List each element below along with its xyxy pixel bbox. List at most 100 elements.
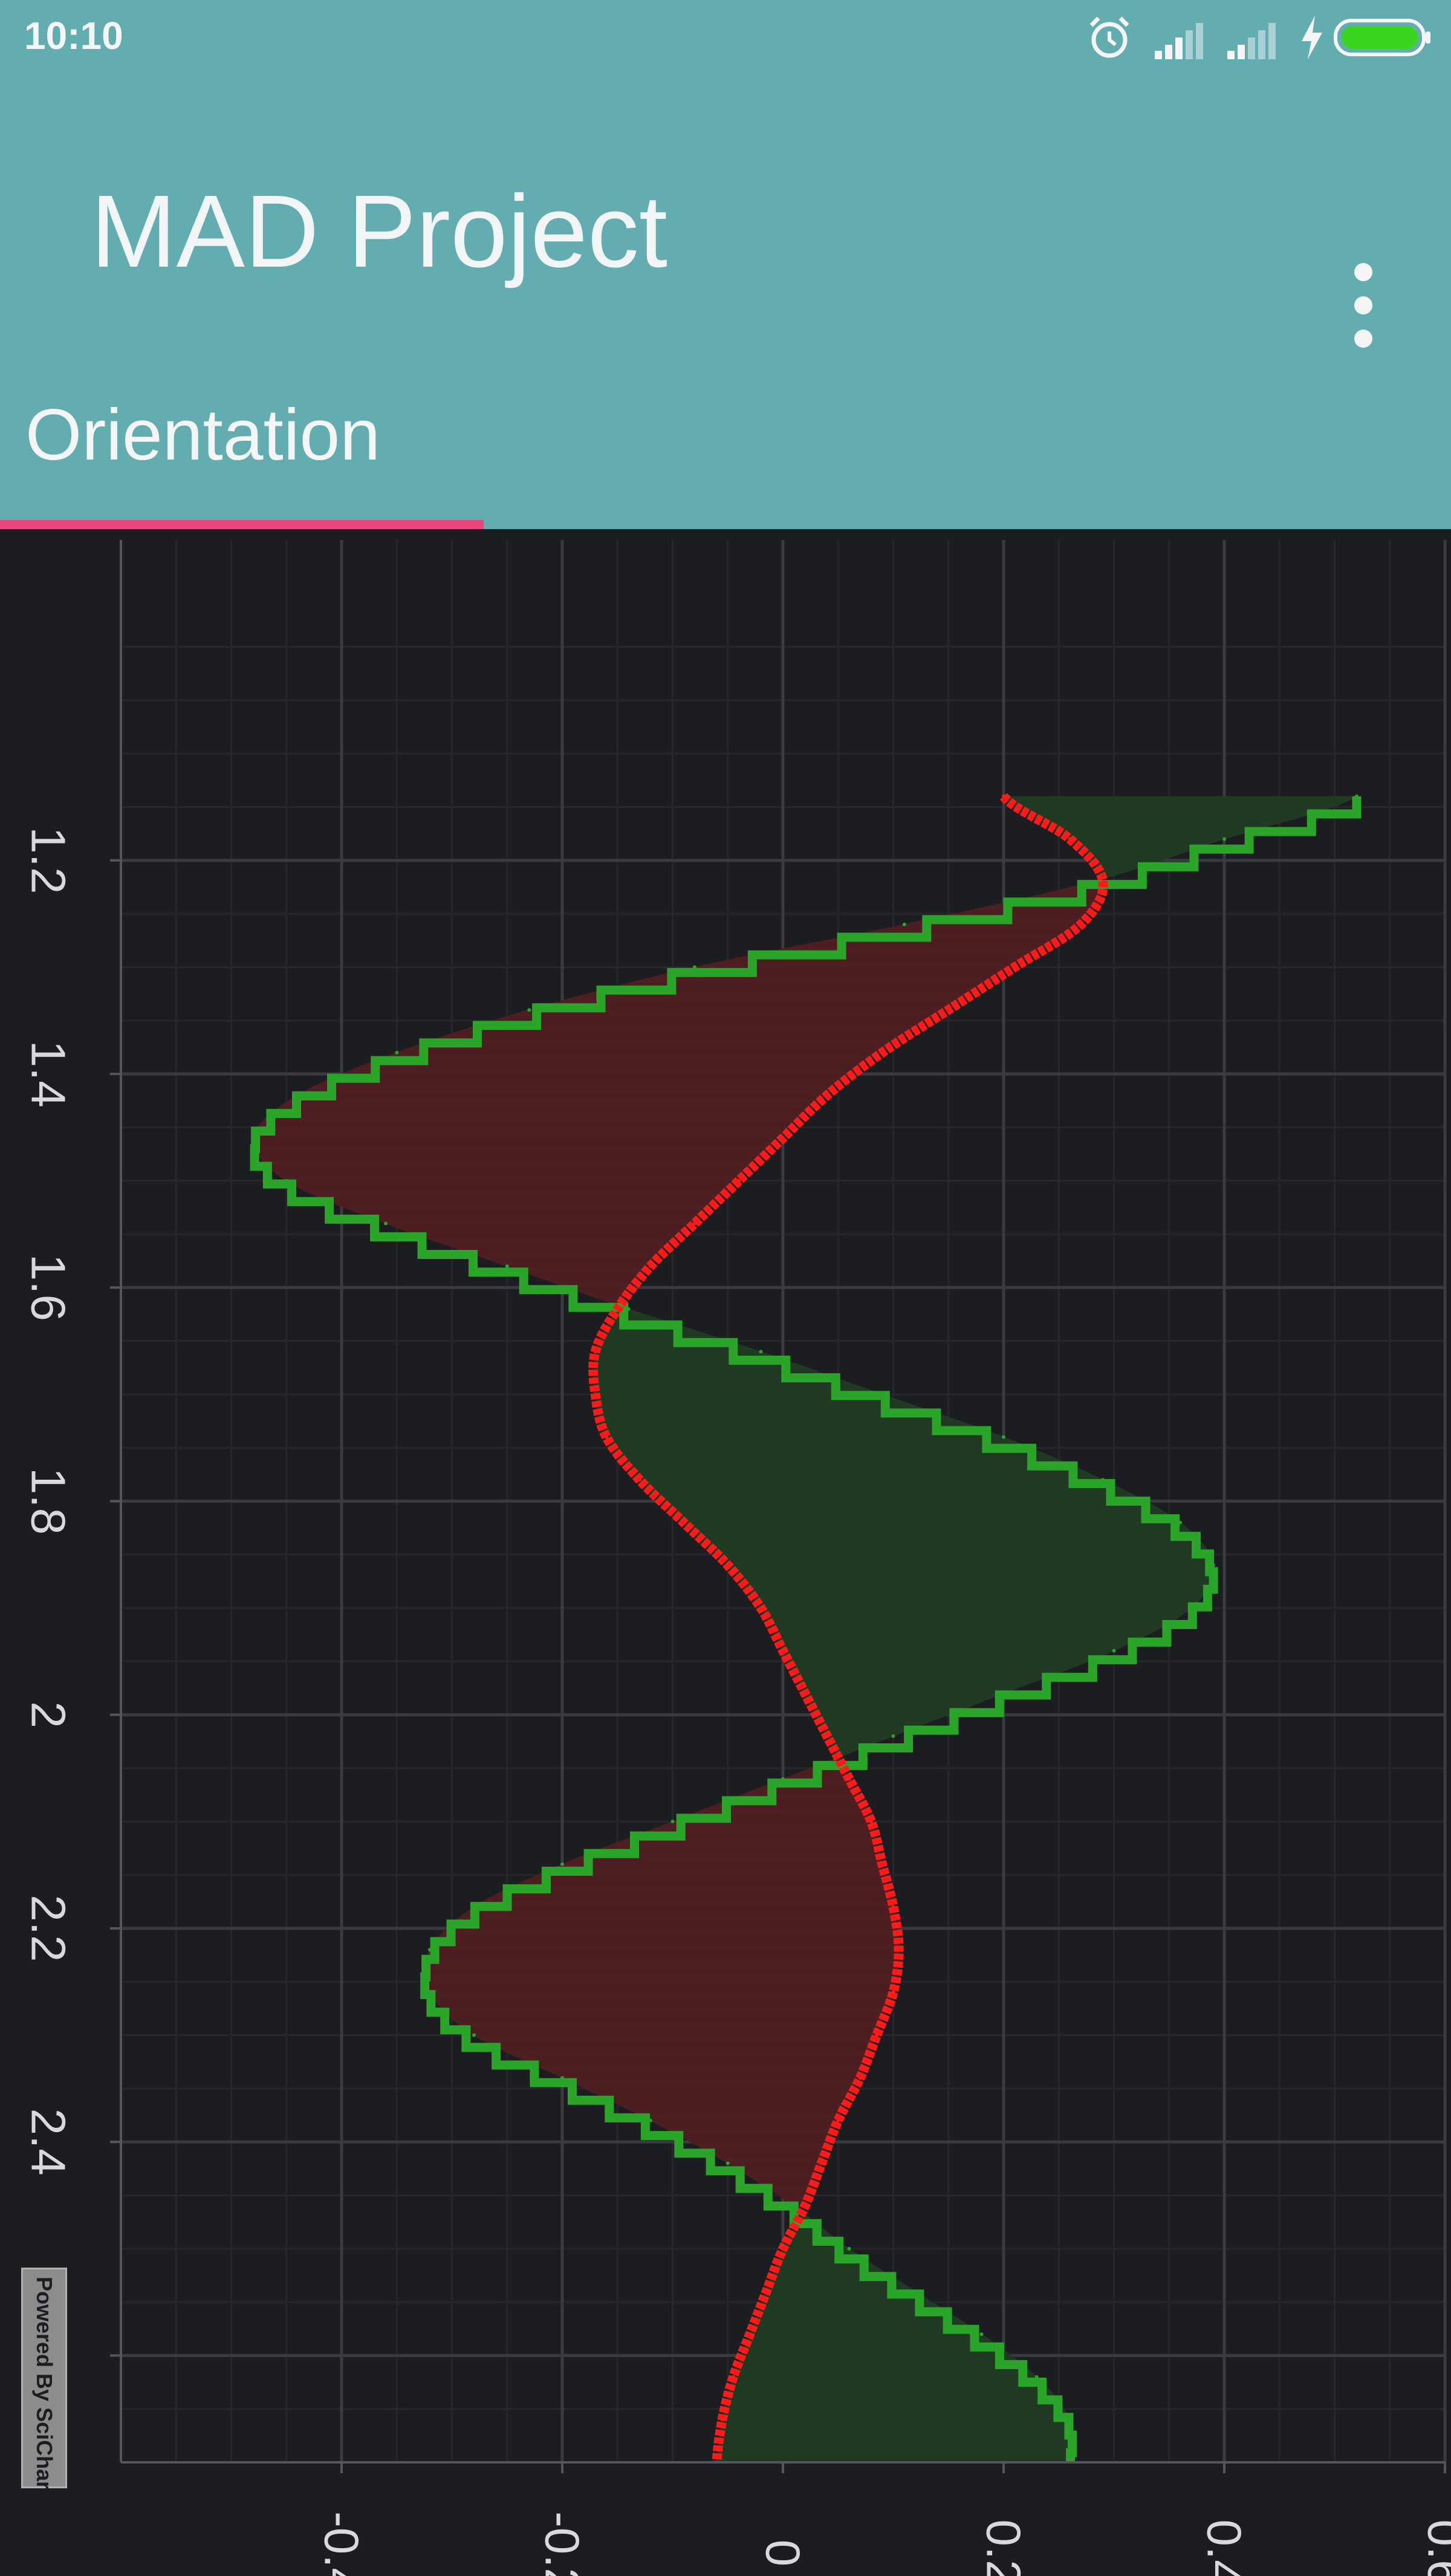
scichart-watermark: Powered By SciChart: [21, 2268, 67, 2497]
green-data-point: [693, 965, 696, 969]
green-data-point: [560, 1862, 564, 1866]
red-data-point: [858, 2076, 862, 2080]
green-data-point: [792, 2204, 796, 2208]
x-tick-label: 2: [22, 1701, 76, 1728]
red-series-line: [588, 793, 1108, 2462]
red-data-point: [880, 1050, 885, 1055]
red-data-point: [731, 2375, 735, 2379]
x-tick-label: 1.8: [22, 1468, 76, 1535]
red-data-point: [875, 2033, 879, 2037]
status-bar: 10:10: [0, 0, 1451, 76]
status-time: 10:10: [24, 14, 123, 57]
red-data-point: [803, 2204, 807, 2208]
red-data-point: [819, 2161, 823, 2165]
green-data-point: [670, 1820, 675, 1824]
y-tick-label: -0.2: [536, 2511, 589, 2576]
green-data-point: [979, 2332, 984, 2337]
tab-orientation[interactable]: Orientation: [0, 375, 484, 529]
red-data-point: [1002, 794, 1005, 798]
red-data-point: [759, 1606, 763, 1610]
green-data-point: [1355, 794, 1358, 798]
green-data-point: [395, 1050, 399, 1055]
y-tick-label: 0.4: [1198, 2519, 1251, 2576]
red-data-point: [615, 1307, 620, 1311]
red-data-point: [946, 1008, 950, 1012]
green-data-point: [902, 922, 906, 926]
red-data-point: [748, 2332, 752, 2337]
green-data-point: [428, 1990, 432, 1994]
red-data-point: [847, 1777, 851, 1781]
green-series-line: [250, 796, 1362, 2462]
red-data-point: [649, 1264, 652, 1268]
signal-icon: [1155, 23, 1203, 59]
green-data-point: [1112, 1648, 1116, 1653]
red-data-point: [720, 2418, 724, 2422]
red-data-point: [726, 1563, 730, 1567]
more-vert-icon[interactable]: [1330, 257, 1397, 354]
green-data-point: [649, 2118, 652, 2122]
red-data-point: [897, 1948, 901, 1952]
red-data-point: [693, 1221, 696, 1226]
red-data-point: [803, 1691, 807, 1696]
green-data-point: [1211, 1563, 1215, 1567]
red-data-point: [825, 1093, 829, 1098]
signal-icon: [1227, 23, 1276, 59]
y-tick-label: 0.6: [1418, 2519, 1451, 2576]
alarm-icon: [1089, 16, 1129, 58]
green-data-point: [1068, 2418, 1072, 2422]
green-data-point: [1101, 1478, 1105, 1482]
green-data-point: [880, 1392, 885, 1396]
battery-icon: [1334, 19, 1430, 56]
green-data-point: [1034, 2375, 1039, 2379]
red-data-point: [836, 2118, 840, 2122]
red-data-point: [891, 1990, 895, 1994]
tab-label: Orientation: [25, 394, 380, 475]
tab-indicator: [0, 520, 484, 529]
green-data-point: [1178, 1520, 1182, 1524]
green-data-point: [914, 2289, 917, 2294]
red-data-point: [891, 1905, 895, 1909]
x-tick-label: 1.4: [22, 1040, 76, 1107]
green-data-point: [759, 1350, 763, 1354]
chart-svg[interactable]: 1.21.41.61.822.22.42.6-0.4-0.200.20.40.6: [0, 529, 1451, 2576]
red-data-point: [737, 1179, 741, 1183]
red-data-point: [637, 1478, 641, 1482]
y-tick-label: -0.4: [315, 2511, 369, 2576]
green-data-point: [296, 1093, 299, 1098]
green-data-point: [1090, 880, 1094, 884]
red-data-point: [593, 1392, 597, 1396]
app-title: MAD Project: [91, 174, 668, 289]
green-data-point: [847, 2246, 851, 2251]
watermark-text: Powered By SciChart: [32, 2277, 57, 2497]
green-data-point: [472, 1905, 476, 1909]
chart-area[interactable]: 1.21.41.61.822.22.42.6-0.4-0.200.20.40.6…: [0, 529, 1451, 2576]
red-data-point: [1079, 922, 1083, 926]
green-data-point: [428, 1948, 432, 1952]
green-data-point: [1002, 1691, 1005, 1696]
green-data-point: [527, 1008, 531, 1012]
x-tick-label: 1.6: [22, 1254, 76, 1321]
red-data-point: [1101, 880, 1105, 884]
green-data-point: [1189, 1606, 1193, 1610]
green-data-point: [472, 2033, 476, 2037]
charging-icon: [1302, 16, 1322, 59]
red-data-point: [1013, 965, 1017, 969]
green-data-point: [726, 2161, 730, 2165]
red-data-point: [825, 1734, 829, 1738]
green-data-point: [384, 1221, 388, 1226]
red-data-point: [605, 1435, 608, 1439]
green-data-point: [626, 1307, 631, 1311]
green-data-point: [1002, 1435, 1005, 1439]
red-data-point: [869, 1820, 873, 1824]
red-data-point: [781, 2246, 785, 2251]
green-data-point: [252, 1136, 255, 1140]
red-data-point: [781, 1648, 785, 1653]
green-data-point: [781, 1777, 785, 1781]
app-toolbar: MAD Project: [0, 76, 1451, 529]
green-data-point: [560, 2076, 564, 2080]
green-data-point: [1222, 837, 1226, 841]
red-data-point: [764, 2289, 768, 2294]
red-data-point: [681, 1520, 686, 1524]
x-tick-label: 2.2: [22, 1895, 76, 1962]
x-tick-label: 2.4: [22, 2109, 76, 2176]
